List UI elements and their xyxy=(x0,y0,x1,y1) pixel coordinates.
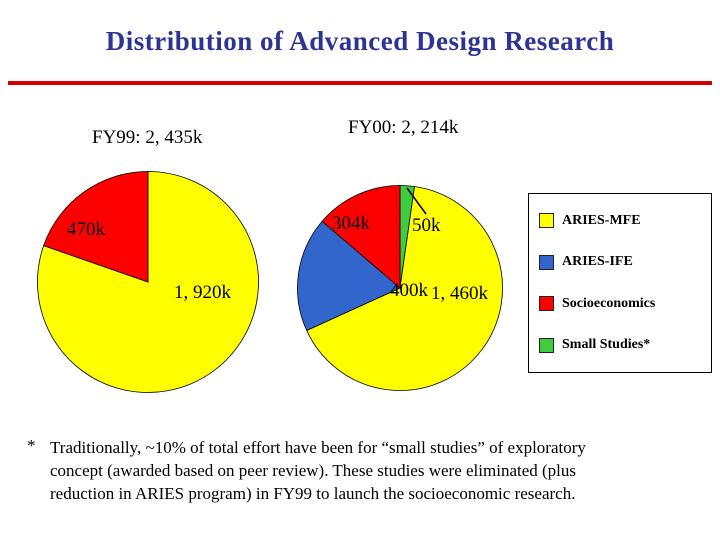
legend-label: ARIES-MFE xyxy=(562,212,641,228)
small-studies-leader-line xyxy=(406,187,427,215)
title-underline-rule xyxy=(8,81,712,85)
chart-legend: ARIES-MFE ARIES-IFE Socioeconomics Small… xyxy=(528,193,712,373)
footnote-line: reduction in ARIES program) in FY99 to l… xyxy=(50,484,576,503)
small-studies-color-swatch-icon xyxy=(539,337,554,353)
fy99-total-label: FY99: 2, 435k xyxy=(92,127,203,148)
pie-slice-aries-mfe xyxy=(306,186,503,391)
aries-mfe-color-swatch-icon xyxy=(539,213,554,229)
socioeconomics-color-swatch-icon xyxy=(539,296,554,312)
pie-slice-aries-ife xyxy=(297,220,401,331)
legend-item-socioeconomics: Socioeconomics xyxy=(539,296,711,312)
footnote-line: concept (awarded based on peer review). … xyxy=(50,461,577,480)
footnote-asterisk: * xyxy=(27,436,36,455)
aries-ife-color-swatch-icon xyxy=(539,254,554,270)
fy00-aries-ife-value-label: 400k xyxy=(390,280,428,301)
footnote-text: Traditionally, ~10% of total effort have… xyxy=(50,436,700,505)
fy99-socioeconomics-value-label: 470k xyxy=(67,219,105,240)
legend-item-aries-mfe: ARIES-MFE xyxy=(539,213,711,229)
page-title: Distribution of Advanced Design Research xyxy=(105,26,615,56)
fy00-aries-mfe-value-label: 1, 460k xyxy=(431,283,488,304)
fy99-pie-chart xyxy=(37,171,259,393)
legend-item-aries-ife: ARIES-IFE xyxy=(539,254,711,270)
pie-slice-socioeconomics xyxy=(321,185,401,289)
fy00-total-label: FY00: 2, 214k xyxy=(348,117,459,138)
fy00-small-studies-value-label: 50k xyxy=(412,215,441,236)
legend-label: Small Studies* xyxy=(562,337,651,353)
footnote-line: Traditionally, ~10% of total effort have… xyxy=(50,438,586,457)
fy99-aries-mfe-value-label: 1, 920k xyxy=(174,282,231,303)
legend-label: Socioeconomics xyxy=(562,295,656,311)
pie-slice-socioeconomics xyxy=(43,171,149,283)
fy00-socioeconomics-value-label: 304k xyxy=(332,213,370,234)
legend-label: ARIES-IFE xyxy=(562,254,633,270)
legend-item-small-studies: Small Studies* xyxy=(539,337,711,353)
fy00-pie-chart xyxy=(297,185,503,391)
